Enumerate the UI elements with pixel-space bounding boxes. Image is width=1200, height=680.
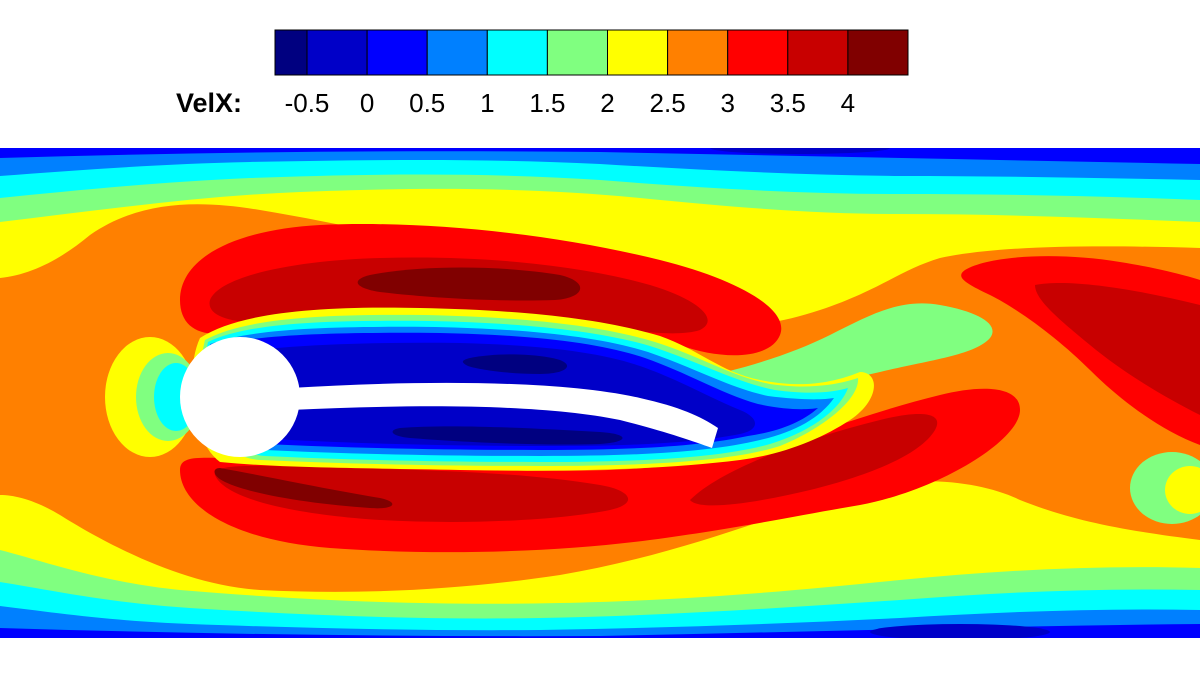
legend-tick-label: 1: [480, 88, 494, 118]
contour-band--0.5-0-wall-top: [710, 148, 890, 154]
color-legend: -0.5 0 0.5 1 1.5 2 2.5 3 3.5 4 VelX:: [176, 29, 909, 118]
flow-field: [0, 148, 1200, 638]
contour-band-1.5-2-wake-tongue: [690, 303, 993, 398]
legend-tick-label: 0.5: [409, 88, 445, 118]
contour-band-3.5-4-downstream-lobe: [1035, 282, 1200, 415]
legend-color-box: [426, 29, 488, 76]
contour-band--0.5-0-wall-bottom: [870, 624, 1050, 638]
legend-tick-label: -0.5: [285, 88, 330, 118]
legend-color-box: [847, 29, 909, 76]
contour-band-3.5-4-lower-lobe: [214, 465, 629, 522]
contour-band-4-4.5-lower-core: [214, 468, 393, 509]
legend-title: VelX:: [176, 88, 242, 118]
legend-color-box: [306, 29, 368, 76]
legend-color-box: [366, 29, 428, 76]
legend-color-box: [607, 29, 669, 76]
legend-color-box: [667, 29, 729, 76]
legend-tick-label: 2.5: [650, 88, 686, 118]
legend-color-boxes: [274, 29, 909, 76]
legend-tick-labels: -0.5 0 0.5 1 1.5 2 2.5 3 3.5 4: [285, 88, 856, 118]
legend-color-box: [787, 29, 849, 76]
contour-band-2-2.5-downstream-patch: [1165, 466, 1200, 514]
flexible-plate: [290, 382, 718, 448]
contour-band-4-4.5-upper-core: [357, 267, 581, 301]
legend-tick-label: 3: [720, 88, 734, 118]
contour-band--1--0.5-wake-core-lower: [392, 426, 623, 445]
legend-color-box: [546, 29, 609, 76]
cylinder: [180, 337, 300, 457]
contour-band-3.5-4-lower-lobe-downstream: [690, 414, 938, 506]
contour-band--1--0.5-wake-core-upper: [462, 354, 568, 374]
legend-color-box: [486, 29, 548, 76]
legend-tick-label: 2: [600, 88, 614, 118]
legend-tick-label: 3.5: [770, 88, 806, 118]
legend-tick-label: 0: [360, 88, 374, 118]
legend-color-box: [274, 29, 308, 76]
legend-tick-label: 1.5: [529, 88, 565, 118]
legend-color-box: [727, 29, 789, 76]
contour-band-0-0.5-top: [0, 148, 1200, 164]
legend-tick-label: 4: [841, 88, 855, 118]
